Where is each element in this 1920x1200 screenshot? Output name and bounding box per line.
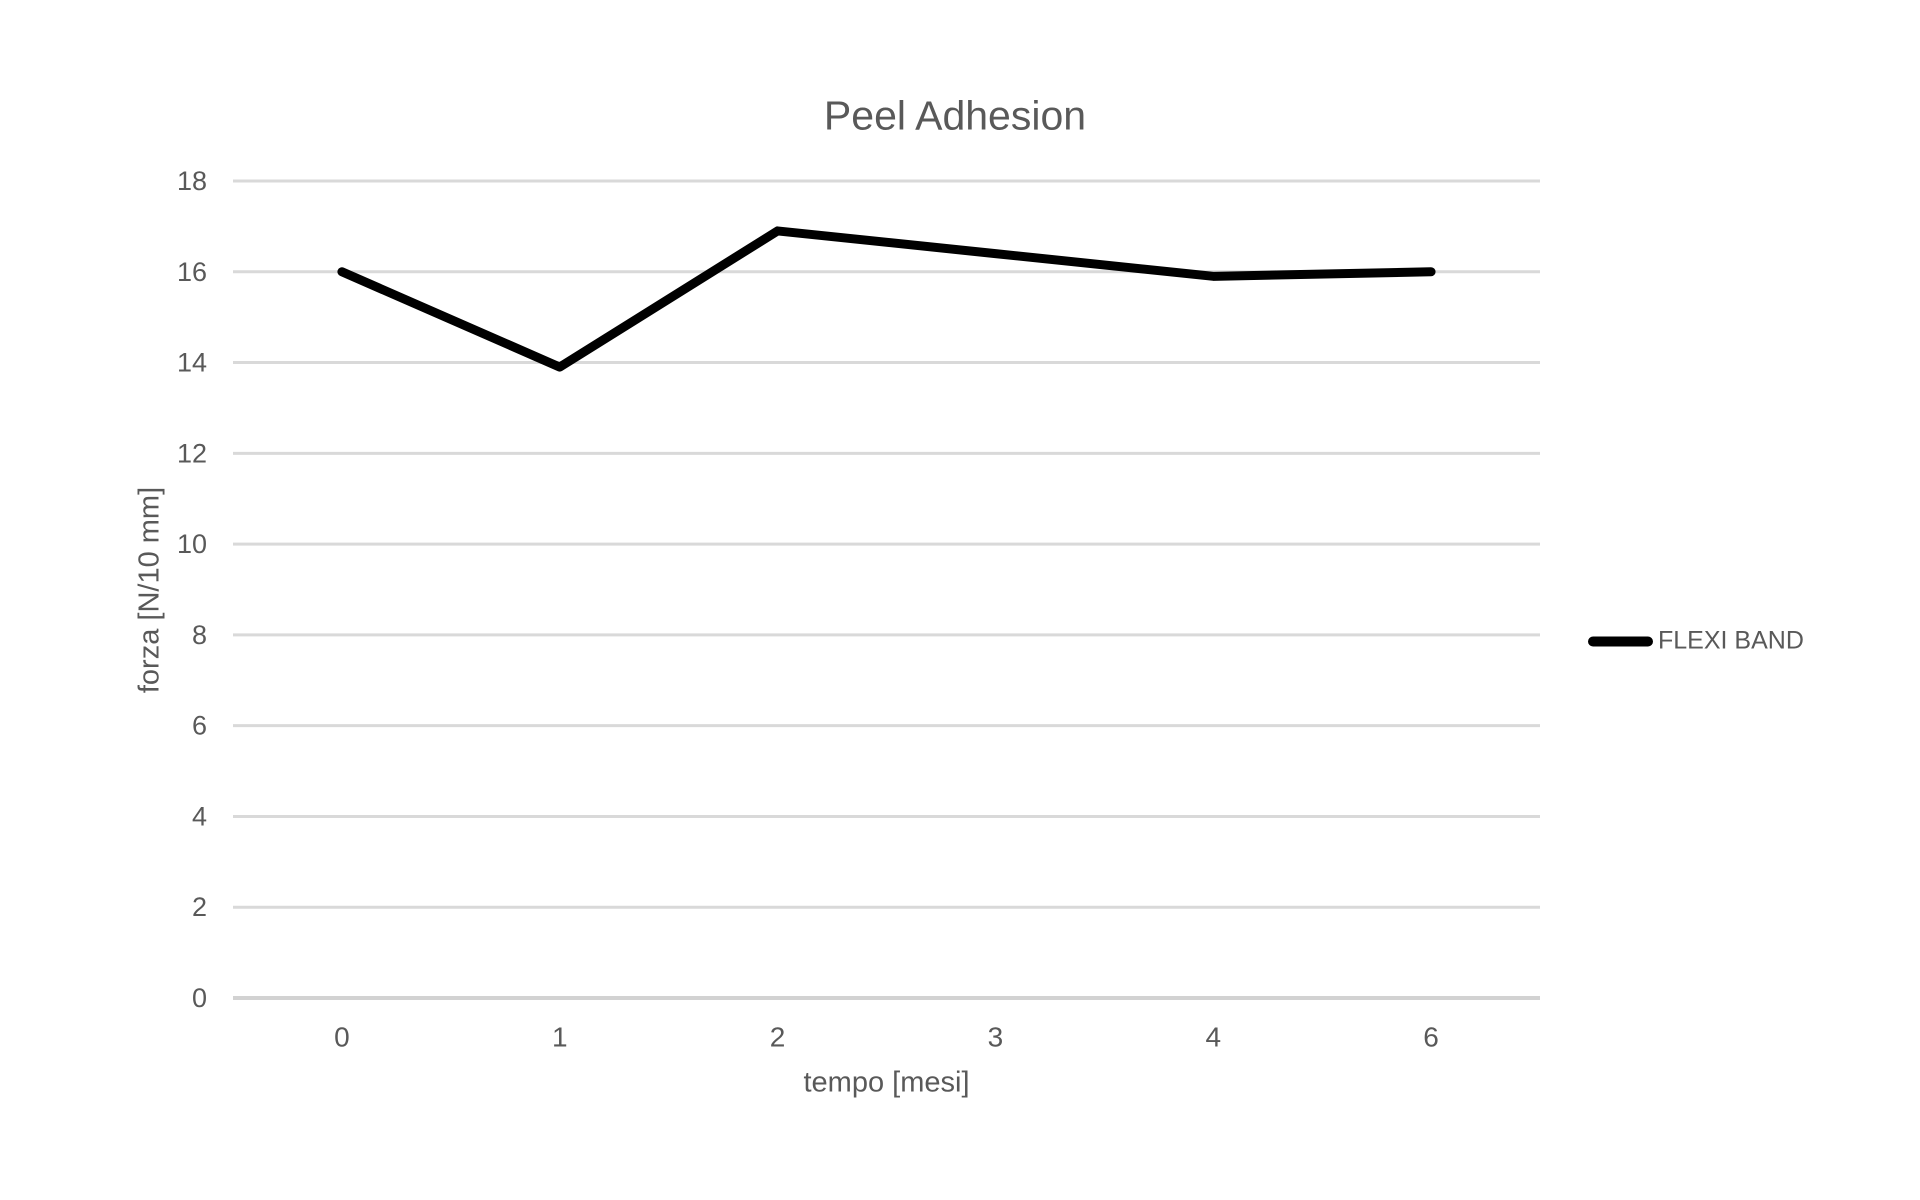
x-tick-label: 3 — [988, 1022, 1004, 1053]
x-tick-label: 6 — [1423, 1022, 1439, 1053]
y-tick-label: 2 — [192, 892, 207, 922]
series-lines — [337, 226, 1436, 372]
chart-title: Peel Adhesion — [823, 92, 1087, 139]
legend-line-swatch — [1588, 636, 1653, 646]
gridlines — [233, 179, 1540, 1000]
x-tick-labels: 0 1 2 3 4 6 — [334, 1022, 1439, 1053]
x-tick-label: 2 — [770, 1022, 786, 1053]
series-line — [337, 226, 1436, 372]
y-tick-label: 6 — [192, 711, 207, 741]
y-tick-label: 16 — [177, 257, 207, 287]
y-tick-label: 4 — [192, 801, 207, 831]
y-axis-title: forza [N/10 mm] — [133, 486, 166, 694]
y-tick-label: 8 — [192, 620, 207, 650]
y-tick-label: 18 — [177, 166, 207, 196]
x-tick-label: 0 — [334, 1022, 350, 1053]
x-tick-label: 4 — [1205, 1022, 1221, 1053]
legend: FLEXI BAND — [1588, 627, 1804, 656]
y-tick-label: 12 — [177, 438, 207, 468]
y-tick-label: 14 — [177, 348, 207, 378]
legend-label: FLEXI BAND — [1658, 626, 1804, 655]
y-tick-label: 0 — [192, 983, 207, 1013]
x-tick-label: 1 — [552, 1022, 568, 1053]
x-axis-title: tempo [mesi] — [803, 1066, 970, 1099]
y-tick-labels: 0 2 4 6 8 10 12 14 16 18 — [177, 166, 207, 1013]
y-tick-label: 10 — [177, 529, 207, 559]
